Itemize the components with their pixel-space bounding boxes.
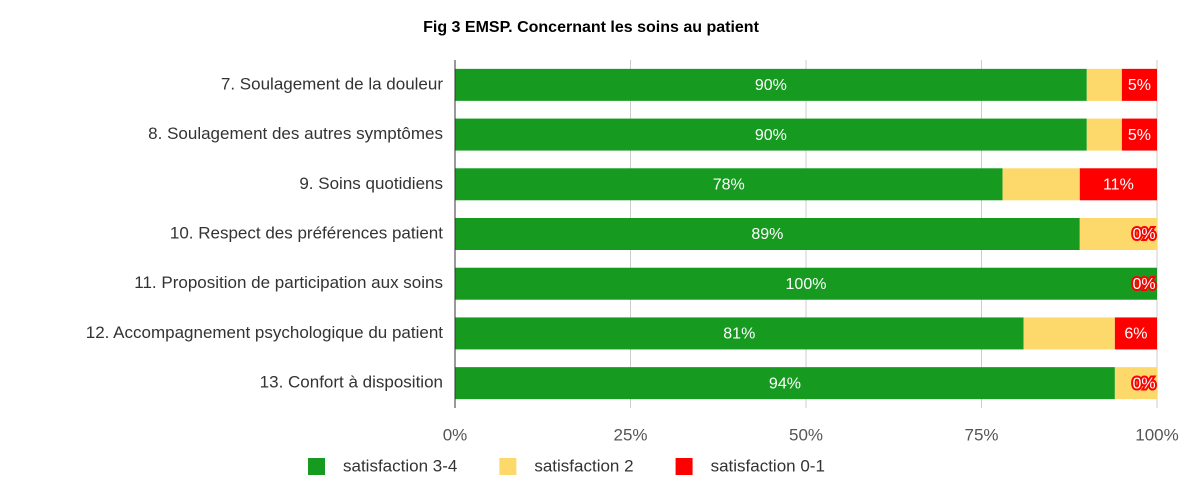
bar-segment <box>455 317 1024 350</box>
bar-segment <box>1086 68 1122 101</box>
y-tick-label: 11. Proposition de participation aux soi… <box>134 273 443 292</box>
bar-segment <box>455 218 1080 250</box>
y-tick-label: 8. Soulagement des autres symptômes <box>148 124 443 143</box>
data-label: 6% <box>1124 326 1147 343</box>
y-tick-label: 7. Soulagement de la douleur <box>221 74 443 93</box>
bar-segment <box>1121 118 1157 151</box>
data-label: 0% <box>1132 226 1155 243</box>
legend-label: satisfaction 3-4 <box>343 456 457 475</box>
data-label: 0% <box>1132 276 1155 293</box>
y-tick-label: 9. Soins quotidiens <box>299 174 443 193</box>
data-label: 0% <box>1132 375 1155 392</box>
legend-label: satisfaction 0-1 <box>711 456 825 475</box>
legend-swatch <box>675 458 693 475</box>
legend-swatch <box>499 458 517 475</box>
bar-segment <box>1121 68 1157 101</box>
data-label: 90% <box>755 77 787 94</box>
x-tick-label: 25% <box>613 425 647 444</box>
bar-segment <box>1114 367 1157 400</box>
bar-segment <box>1002 168 1080 201</box>
x-tick-label: 75% <box>964 425 998 444</box>
x-tick-label: 100% <box>1135 425 1178 444</box>
data-label: 78% <box>713 177 745 194</box>
data-label: 5% <box>1128 77 1151 94</box>
bar-segment <box>1079 168 1157 201</box>
data-label: 81% <box>723 326 755 343</box>
bar-segment <box>1086 118 1122 151</box>
bar-segment <box>455 267 1157 300</box>
y-tick-label: 10. Respect des préférences patient <box>170 223 443 242</box>
data-label: 89% <box>751 226 783 243</box>
bar-segment <box>455 367 1115 400</box>
x-tick-label: 50% <box>789 425 823 444</box>
data-label: 11% <box>1103 177 1134 194</box>
data-label: 100% <box>786 276 827 293</box>
bar-segment <box>1079 218 1157 250</box>
chart-title: Fig 3 EMSP. Concernant les soins au pati… <box>423 19 759 36</box>
data-label: 5% <box>1128 127 1151 144</box>
bar-segment <box>455 68 1087 101</box>
bar-segment <box>1023 317 1115 350</box>
data-label: 94% <box>769 375 801 392</box>
x-tick-label: 0% <box>443 425 468 444</box>
bar-segment <box>455 168 1003 201</box>
legend-swatch <box>308 458 325 475</box>
data-label: 90% <box>755 127 787 144</box>
y-tick-label: 12. Accompagnement psychologique du pati… <box>86 323 444 342</box>
bar-segment <box>1114 317 1157 350</box>
legend-label: satisfaction 2 <box>534 456 633 475</box>
bar-segment <box>455 118 1087 151</box>
y-tick-label: 13. Confort à disposition <box>260 373 443 392</box>
